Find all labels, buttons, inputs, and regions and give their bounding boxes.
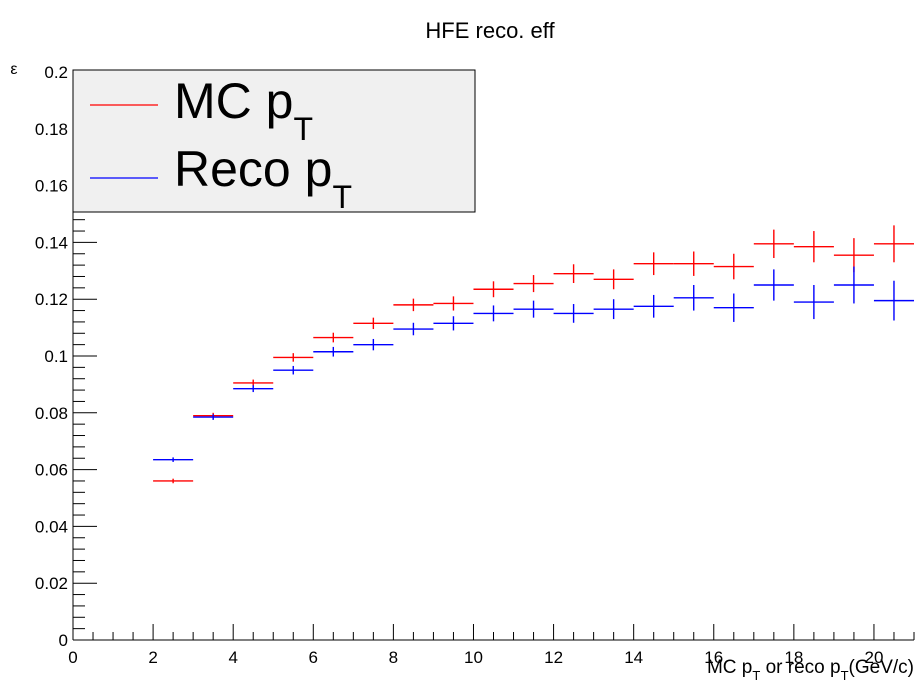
data-point <box>833 266 874 304</box>
x-tick-label: 10 <box>464 648 483 667</box>
data-point <box>353 338 394 351</box>
data-point <box>513 300 554 318</box>
data-point <box>433 316 474 331</box>
y-tick-label: 0.14 <box>35 233 68 252</box>
data-point <box>713 293 754 322</box>
x-tick-label: 12 <box>544 648 563 667</box>
data-point <box>873 225 914 263</box>
legend: MC pT Reco pT <box>72 69 476 215</box>
legend-label-reco: Reco pT <box>174 141 352 215</box>
x-tick-label: 14 <box>624 648 643 667</box>
data-point <box>553 264 594 284</box>
data-point <box>793 231 834 263</box>
data-point <box>313 346 354 357</box>
y-axis-label: ε <box>10 61 17 78</box>
data-point <box>753 229 794 259</box>
x-tick-label: 18 <box>784 648 803 667</box>
data-point <box>393 322 434 336</box>
x-tick-label: 2 <box>148 648 157 667</box>
x-tick-label: 4 <box>228 648 237 667</box>
y-tick-label: 0.16 <box>35 177 68 196</box>
x-axis-label-part3: (GeV/c) <box>849 657 914 678</box>
x-tick-label: 20 <box>864 648 883 667</box>
y-tick-label: 0.12 <box>35 290 68 309</box>
y-tick-label: 0.02 <box>35 574 68 593</box>
x-tick-label: 6 <box>309 648 318 667</box>
data-point <box>873 280 914 321</box>
x-axis-label-part2: or reco p <box>760 657 840 678</box>
data-series <box>153 225 914 484</box>
data-point <box>793 285 834 320</box>
data-point <box>473 305 514 322</box>
legend-label-mc: MC pT <box>174 73 313 147</box>
data-point <box>553 304 594 323</box>
data-point <box>713 253 754 280</box>
x-tick-label: 8 <box>389 648 398 667</box>
y-tick-label: 0.1 <box>44 347 68 366</box>
y-tick-label: 0.2 <box>44 63 68 82</box>
chart-title: HFE reco. eff <box>425 18 555 43</box>
data-point <box>753 269 794 301</box>
data-point <box>633 294 674 318</box>
data-point <box>353 317 394 330</box>
data-point <box>433 296 474 311</box>
series-reco-pt <box>153 266 914 462</box>
series-mc-pt <box>153 225 914 484</box>
y-tick-label: 0.08 <box>35 404 68 423</box>
y-tick-label: 0 <box>59 631 68 650</box>
x-axis-label: MC pT or reco pT(GeV/c) <box>707 657 914 683</box>
data-point <box>513 275 554 293</box>
y-tick-label: 0.06 <box>35 461 68 480</box>
data-point <box>153 457 194 462</box>
y-tick-label: 0.04 <box>35 517 68 536</box>
x-axis-label-part1: MC p <box>707 657 752 678</box>
data-point <box>593 269 634 290</box>
data-point <box>673 251 714 276</box>
data-point <box>633 252 674 276</box>
x-axis-label-sub2: T <box>841 668 849 683</box>
y-tick-label: 0.18 <box>35 120 68 139</box>
data-point <box>273 365 314 375</box>
data-point <box>473 281 514 298</box>
x-tick-label: 16 <box>704 648 723 667</box>
data-point <box>153 478 194 484</box>
data-point <box>313 332 354 343</box>
data-point <box>273 353 314 362</box>
legend-box <box>72 69 476 213</box>
data-point <box>233 385 274 393</box>
x-axis-label-sub1: T <box>752 668 760 683</box>
data-point <box>593 299 634 320</box>
data-point <box>193 414 234 420</box>
data-point <box>393 298 434 312</box>
data-point <box>673 285 714 311</box>
x-tick-label: 0 <box>68 648 77 667</box>
